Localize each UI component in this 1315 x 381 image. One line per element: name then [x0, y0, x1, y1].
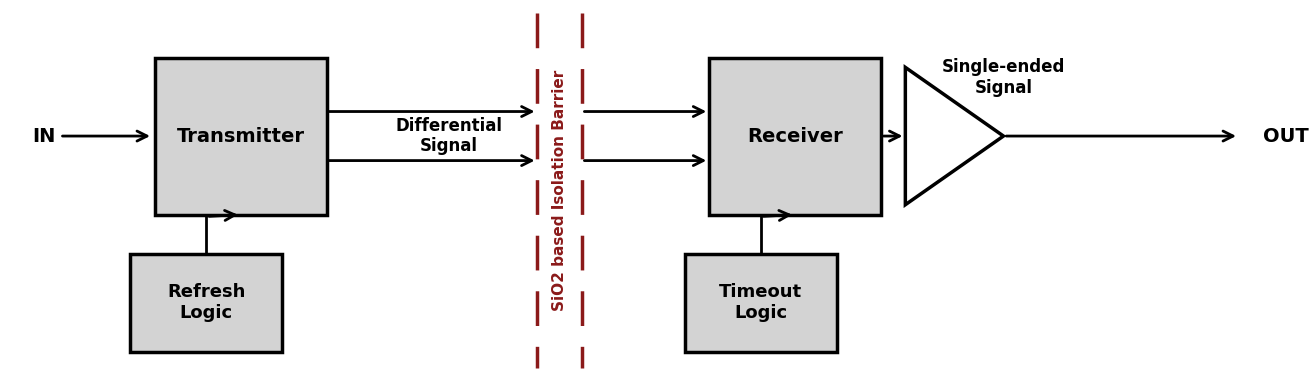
Text: OUT: OUT	[1264, 126, 1310, 146]
Text: Receiver: Receiver	[747, 126, 843, 146]
Bar	[155, 58, 326, 215]
Bar	[685, 254, 836, 352]
Bar	[130, 254, 283, 352]
Text: Single-ended
Signal: Single-ended Signal	[942, 58, 1065, 97]
Text: Transmitter: Transmitter	[176, 126, 305, 146]
Text: Differential
Signal: Differential Signal	[396, 117, 502, 155]
Text: Refresh
Logic: Refresh Logic	[167, 283, 246, 322]
Bar	[709, 58, 881, 215]
Text: Timeout
Logic: Timeout Logic	[719, 283, 802, 322]
Text: IN: IN	[32, 126, 55, 146]
Text: SiO2 based Isolation Barrier: SiO2 based Isolation Barrier	[552, 70, 567, 311]
